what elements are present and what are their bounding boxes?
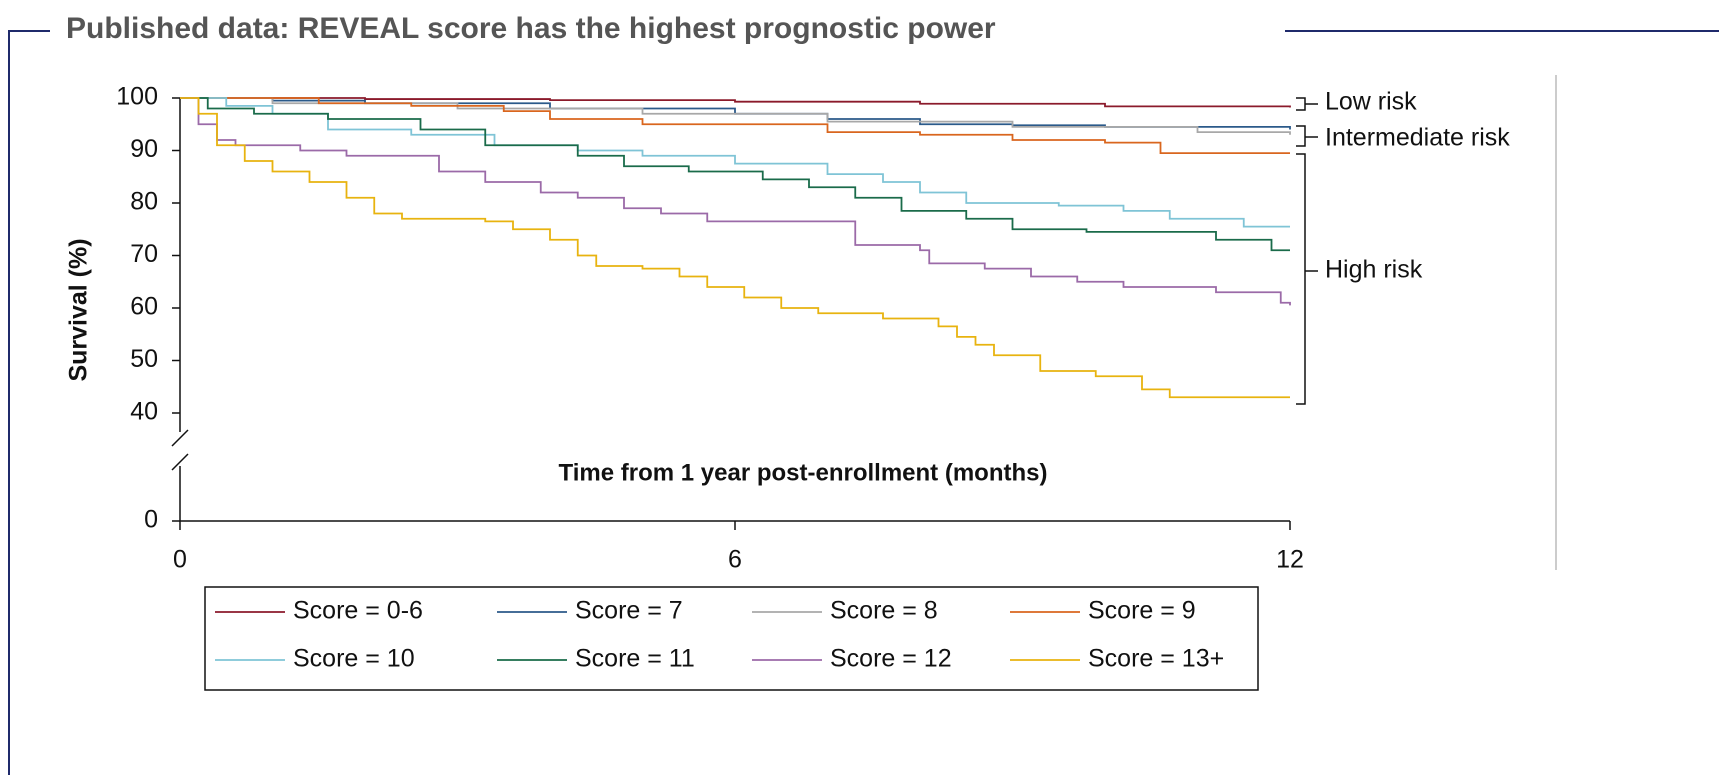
annotation: High risk: [1325, 256, 1423, 284]
survival-curve: [180, 97, 1290, 155]
legend-label: Score = 13+: [1088, 645, 1224, 673]
legend-label: Score = 0-6: [293, 597, 423, 625]
legend-label: Score = 12: [830, 645, 952, 673]
frame-left: [8, 30, 50, 775]
y-tick-label: 60: [130, 293, 158, 321]
annotation: Low risk: [1325, 88, 1417, 116]
survival-curve: [180, 97, 1291, 108]
y-tick-label: 100: [116, 83, 158, 111]
legend-label: Score = 10: [293, 645, 415, 673]
bracket-intermediate: [1296, 125, 1318, 147]
survival-curve: [180, 97, 1291, 306]
y-tick-label: 90: [130, 135, 158, 163]
legend-label: Score = 11: [575, 645, 695, 673]
bracket-high: [1296, 153, 1318, 405]
survival-curve: [180, 97, 1290, 399]
frame: [8, 30, 1719, 775]
annotation: Intermediate risk: [1325, 124, 1510, 152]
axes: [171, 98, 1290, 522]
survival-curve: [180, 97, 1290, 252]
x-tick-label: 12: [1276, 546, 1304, 574]
axis-break: [171, 429, 189, 471]
x-tick-label: 0: [173, 546, 187, 574]
y-tick-label: 0: [144, 506, 158, 534]
legend-label: Score = 8: [830, 597, 938, 625]
survival-curve: [180, 97, 1290, 228]
legend-box: [204, 586, 1259, 691]
y-axis-label: Survival (%): [65, 238, 93, 381]
bracket-low: [1296, 97, 1318, 111]
y-tick-label: 80: [130, 188, 158, 216]
legend-label: Score = 7: [575, 597, 683, 625]
x-axis-label: Time from 1 year post-enrollment (months…: [559, 459, 1048, 486]
y-tick-label: 70: [130, 240, 158, 268]
slide-title: Published data: REVEAL score has the hig…: [66, 12, 996, 45]
legend-label: Score = 9: [1088, 597, 1196, 625]
x-tick-label: 6: [728, 546, 742, 574]
y-tick-label: 40: [130, 398, 158, 426]
y-tick-label: 50: [130, 345, 158, 373]
brackets: [1296, 97, 1318, 405]
